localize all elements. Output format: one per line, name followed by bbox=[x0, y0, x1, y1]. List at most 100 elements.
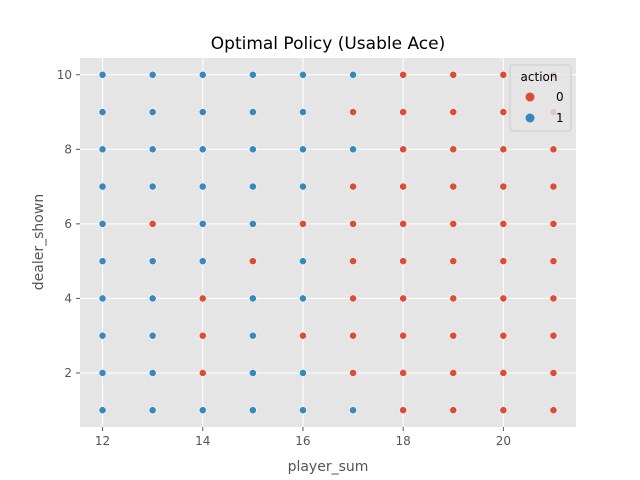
point-action-1 bbox=[198, 70, 207, 79]
point-action-1 bbox=[98, 331, 107, 340]
point-action-0 bbox=[349, 108, 357, 116]
legend-marker-action-1 bbox=[525, 113, 535, 123]
x-tick-label: 18 bbox=[396, 434, 411, 448]
point-action-1 bbox=[198, 257, 207, 266]
point-action-0 bbox=[148, 219, 157, 228]
y-tick-label: 2 bbox=[64, 366, 72, 380]
point-action-1 bbox=[299, 145, 307, 154]
point-action-1 bbox=[299, 406, 307, 415]
point-action-0 bbox=[499, 219, 508, 228]
point-action-0 bbox=[399, 331, 408, 340]
legend: action 0 1 bbox=[509, 64, 572, 132]
point-action-0 bbox=[549, 294, 558, 303]
point-action-0 bbox=[499, 257, 508, 266]
point-action-1 bbox=[148, 331, 157, 340]
point-action-0 bbox=[449, 219, 458, 228]
point-action-1 bbox=[98, 219, 107, 228]
point-action-1 bbox=[248, 108, 257, 116]
point-action-0 bbox=[499, 406, 508, 415]
x-axis-label: player_sum bbox=[288, 459, 369, 475]
point-action-0 bbox=[549, 406, 558, 415]
point-action-1 bbox=[248, 294, 257, 303]
point-action-0 bbox=[549, 331, 558, 340]
point-action-0 bbox=[499, 331, 508, 340]
point-action-1 bbox=[98, 294, 107, 303]
point-action-1 bbox=[98, 182, 107, 191]
plot-background bbox=[80, 58, 576, 427]
point-action-0 bbox=[399, 294, 408, 303]
x-ticks: 12 14 16 18 20 bbox=[95, 427, 511, 448]
point-action-0 bbox=[549, 257, 558, 266]
point-action-0 bbox=[449, 294, 458, 303]
point-action-0 bbox=[449, 331, 458, 340]
point-action-0 bbox=[399, 182, 408, 191]
point-action-0 bbox=[299, 219, 307, 228]
point-action-1 bbox=[299, 294, 307, 303]
x-tick-label: 14 bbox=[195, 434, 210, 448]
point-action-0 bbox=[399, 369, 408, 377]
point-action-0 bbox=[549, 369, 558, 377]
point-action-1 bbox=[98, 257, 107, 266]
point-action-1 bbox=[148, 406, 157, 415]
point-action-0 bbox=[449, 108, 458, 116]
y-tick-label: 6 bbox=[64, 217, 72, 231]
point-action-0 bbox=[349, 331, 357, 340]
point-action-0 bbox=[399, 145, 408, 154]
point-action-0 bbox=[549, 145, 558, 154]
point-action-0 bbox=[198, 369, 207, 377]
point-action-0 bbox=[399, 406, 408, 415]
point-action-1 bbox=[349, 70, 357, 79]
y-axis-label: dealer_shown bbox=[31, 194, 47, 290]
y-tick-label: 4 bbox=[64, 291, 72, 305]
y-ticks: 2 4 6 8 10 bbox=[57, 68, 80, 380]
point-action-1 bbox=[248, 145, 257, 154]
point-action-1 bbox=[148, 108, 157, 116]
point-action-1 bbox=[198, 182, 207, 191]
point-action-1 bbox=[248, 331, 257, 340]
legend-label-action-0: 0 bbox=[556, 90, 564, 104]
y-tick-label: 10 bbox=[57, 68, 72, 82]
point-action-1 bbox=[198, 406, 207, 415]
point-action-1 bbox=[299, 369, 307, 377]
point-action-0 bbox=[499, 108, 508, 116]
point-action-1 bbox=[299, 257, 307, 266]
point-action-1 bbox=[248, 369, 257, 377]
point-action-0 bbox=[449, 369, 458, 377]
point-action-0 bbox=[499, 294, 508, 303]
point-action-1 bbox=[248, 70, 257, 79]
point-action-0 bbox=[449, 257, 458, 266]
y-tick-label: 8 bbox=[64, 142, 72, 156]
point-action-1 bbox=[299, 70, 307, 79]
point-action-0 bbox=[449, 70, 458, 79]
chart-title: Optimal Policy (Usable Ace) bbox=[211, 34, 445, 54]
point-action-0 bbox=[549, 219, 558, 228]
point-action-0 bbox=[499, 70, 508, 79]
x-tick-label: 12 bbox=[95, 434, 110, 448]
legend-marker-action-0 bbox=[525, 92, 535, 102]
point-action-0 bbox=[399, 257, 408, 266]
point-action-1 bbox=[349, 145, 357, 154]
point-action-0 bbox=[198, 331, 207, 340]
point-action-1 bbox=[148, 294, 157, 303]
legend-label-action-1: 1 bbox=[556, 111, 564, 125]
point-action-1 bbox=[248, 219, 257, 228]
legend-title: action bbox=[521, 70, 558, 84]
grid-lines bbox=[80, 58, 576, 427]
point-action-1 bbox=[98, 108, 107, 116]
point-action-0 bbox=[349, 182, 357, 191]
point-action-1 bbox=[198, 145, 207, 154]
point-action-1 bbox=[148, 369, 157, 377]
point-action-0 bbox=[499, 145, 508, 154]
point-action-1 bbox=[148, 182, 157, 191]
point-action-0 bbox=[549, 182, 558, 191]
point-action-0 bbox=[499, 182, 508, 191]
point-action-0 bbox=[349, 294, 357, 303]
point-action-0 bbox=[248, 257, 257, 266]
point-action-0 bbox=[349, 257, 357, 266]
point-action-1 bbox=[198, 219, 207, 228]
point-action-0 bbox=[349, 219, 357, 228]
point-action-1 bbox=[248, 182, 257, 191]
point-action-1 bbox=[248, 406, 257, 415]
point-action-1 bbox=[98, 406, 107, 415]
point-action-0 bbox=[449, 145, 458, 154]
